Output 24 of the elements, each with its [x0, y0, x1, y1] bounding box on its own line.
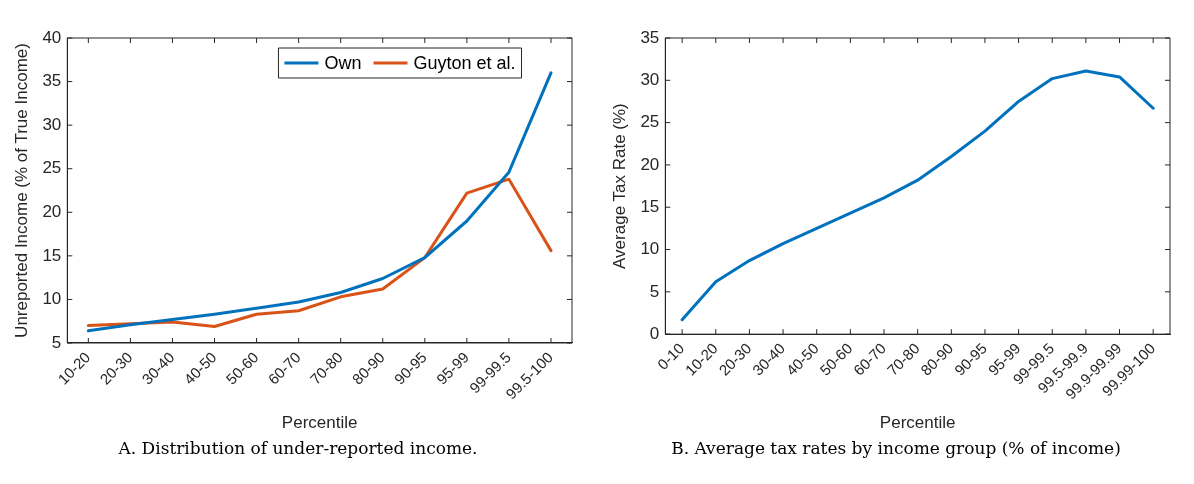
text: B. Average tax rates by income group (% of income) — [670, 438, 1122, 458]
y-tick-label: 10 — [640, 239, 660, 259]
y-tick-label: 40 — [42, 27, 62, 47]
y-tick-label: 20 — [42, 201, 62, 221]
y-tick-label: 5 — [649, 281, 660, 301]
y-tick-label: 10 — [42, 289, 62, 309]
y-tick-label: 35 — [42, 71, 62, 91]
text: A. Distribution of under-reported income. — [117, 438, 479, 458]
y-tick-label: 30 — [42, 114, 62, 134]
y-tick-label: 25 — [640, 112, 660, 132]
legend-label: Guyton et al. — [413, 52, 516, 73]
legend-label: Own — [324, 52, 362, 73]
y-tick-label: 0 — [649, 323, 660, 343]
y-axis-title: Average Tax Rate (%) — [609, 103, 629, 269]
y-tick-label: 5 — [51, 332, 62, 352]
y-axis-title: Unreported Income (% of True Income) — [11, 43, 31, 338]
y-tick-label: 35 — [640, 27, 660, 47]
y-tick-label: 15 — [42, 245, 62, 265]
y-tick-label: 20 — [640, 154, 660, 174]
y-tick-label: 30 — [640, 70, 660, 89]
y-tick-label: 25 — [42, 158, 62, 178]
x-axis-title: Percentile — [281, 413, 358, 433]
x-axis-title: Percentile — [879, 413, 956, 433]
y-tick-label: 15 — [640, 196, 660, 216]
